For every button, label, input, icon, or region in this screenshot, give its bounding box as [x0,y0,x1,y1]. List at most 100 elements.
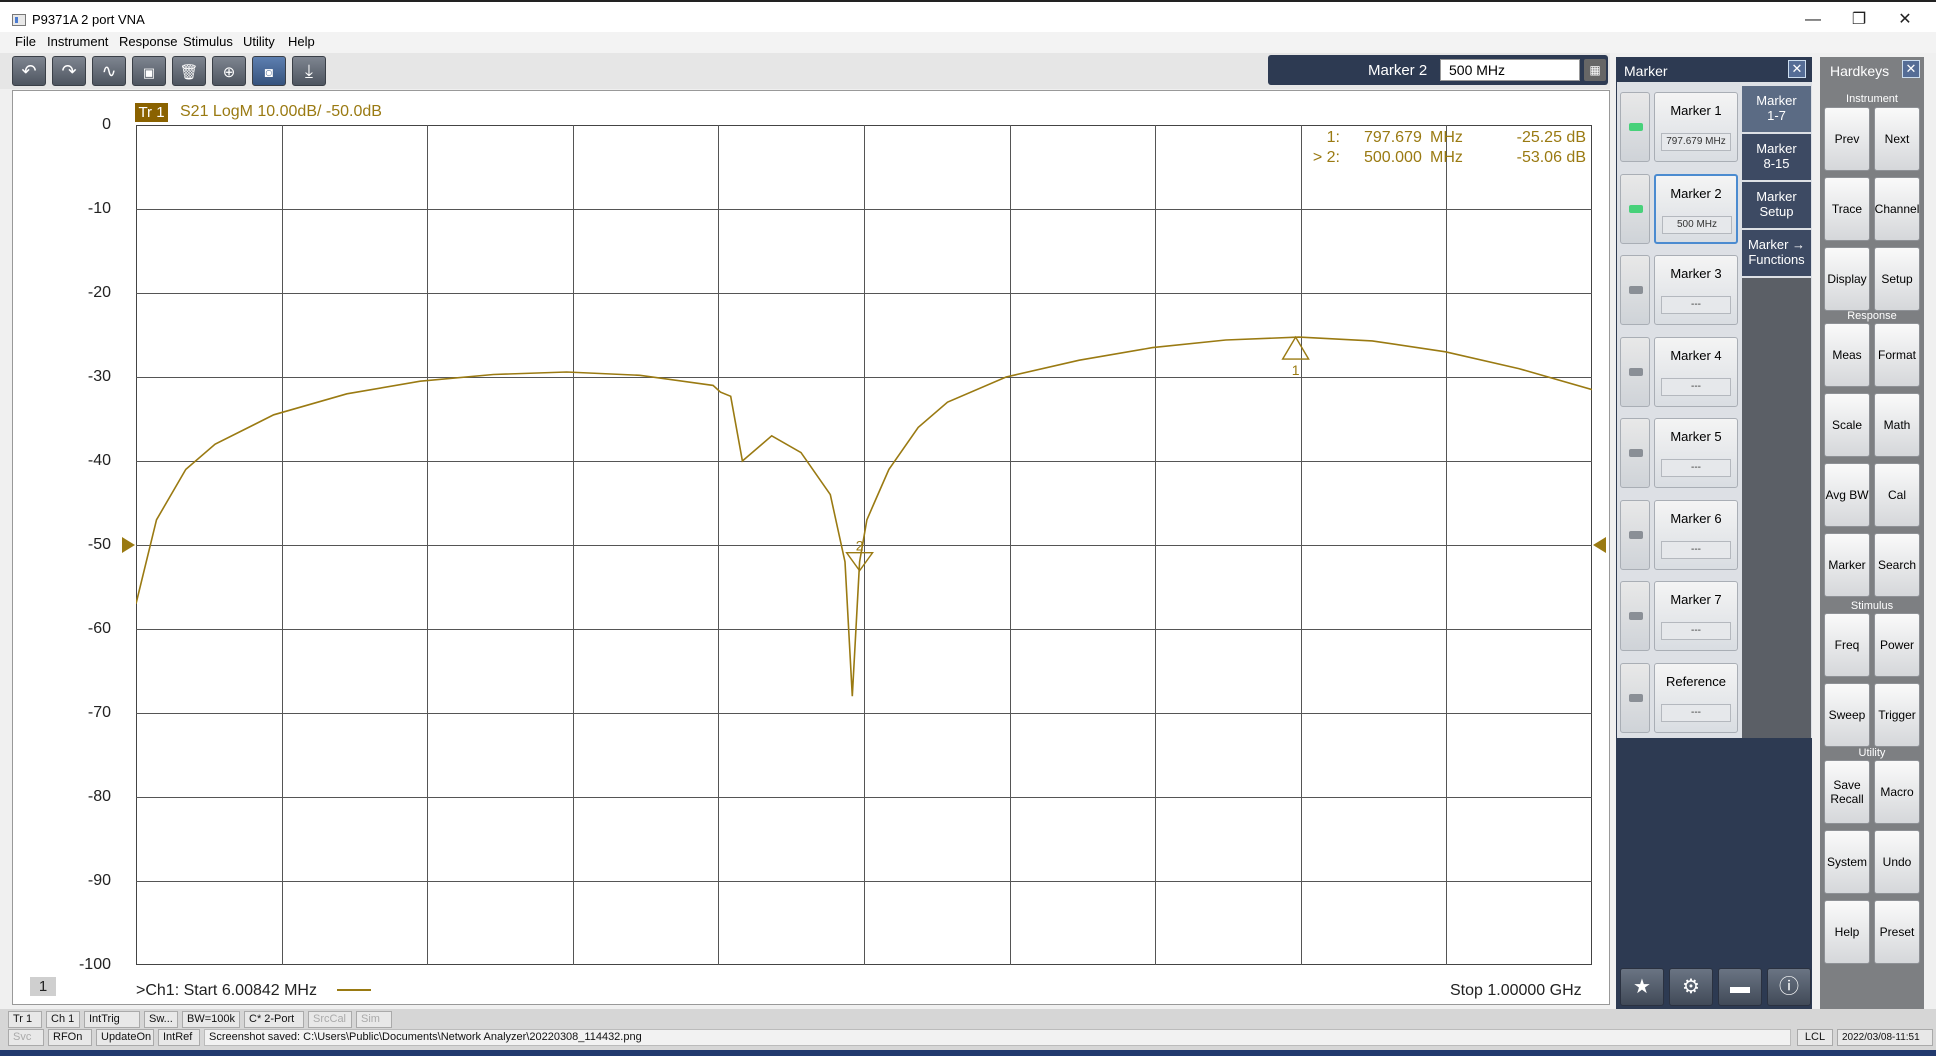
download-button[interactable]: ⤓ [292,56,326,86]
stop-frequency[interactable]: Stop 1.00000 GHz [1450,982,1582,999]
marker-toggle[interactable] [1620,662,1650,733]
hardkey-button[interactable]: Avg BW [1824,463,1870,527]
marker-toggle[interactable] [1620,581,1650,651]
hardkey-button[interactable]: Undo [1874,830,1920,894]
status-item[interactable]: SrcCal [308,1011,352,1028]
status-item[interactable]: C* 2-Port [244,1011,304,1028]
status-item[interactable]: BW=100k [182,1011,240,1028]
trace-badge[interactable]: Tr 1 [135,103,168,122]
status-item[interactable]: Tr 1 [8,1011,42,1028]
hardkey-label: Marker [1828,558,1866,572]
hardkey-button[interactable]: Meas [1824,323,1870,387]
trace-button[interactable]: ∿ [92,56,126,86]
status-item[interactable]: Svc [8,1029,44,1046]
channel-number[interactable]: 1 [30,977,56,996]
marker-button[interactable]: Reference --- [1654,662,1738,733]
zoom-button[interactable]: ⊕ [212,56,246,86]
menu-file[interactable]: File [15,34,36,49]
hardkey-button[interactable]: Freq [1824,613,1870,677]
menu-help[interactable]: Help [288,34,315,49]
hardkey-button[interactable]: Display [1824,247,1870,311]
marker-button[interactable]: Marker 3 --- [1654,255,1738,325]
hardkey-button[interactable]: Macro [1874,760,1920,824]
hardkey-button[interactable]: Setup [1874,247,1920,311]
hardkey-button[interactable]: System [1824,830,1870,894]
menu-response[interactable]: Response [119,34,178,49]
plot-area[interactable]: 12 [136,125,1592,965]
status-item[interactable]: Ch 1 [46,1011,80,1028]
close-icon[interactable]: ✕ [1902,60,1920,78]
redo-button[interactable]: ↷ [52,56,86,86]
favorites-button[interactable]: ★ [1620,968,1664,1006]
hardkey-button[interactable]: Format [1874,323,1920,387]
marker-tab[interactable]: Marker Setup [1742,182,1811,228]
hardkey-button[interactable]: Trace [1824,177,1870,241]
status-item[interactable]: Sw... [144,1011,178,1028]
calibrate-button[interactable]: ▣ [132,56,166,86]
marker-button[interactable]: Marker 1 797.679 MHz [1654,92,1738,162]
screenshot-button[interactable]: ◙ [252,56,286,86]
close-icon[interactable]: ✕ [1788,60,1806,78]
keypad-icon[interactable]: ▦ [1584,59,1606,81]
close-button[interactable]: ✕ [1898,11,1912,28]
marker-toggle[interactable] [1620,499,1650,570]
status-item[interactable]: RFOn [48,1029,92,1046]
undo-button[interactable]: ↶ [12,56,46,86]
hardkey-button[interactable]: Sweep [1824,683,1870,747]
hardkey-label: Trigger [1878,708,1916,722]
hardkey-label: Macro [1880,785,1914,799]
marker-toggle[interactable] [1620,173,1650,244]
marker-button[interactable]: Marker 7 --- [1654,581,1738,651]
marker-2-triangle[interactable] [845,552,874,572]
info-button[interactable]: ⓘ [1767,968,1811,1006]
menu-utility[interactable]: Utility [243,34,275,49]
hardkey-button[interactable]: Next [1874,107,1920,171]
hardkey-button[interactable]: Save Recall [1824,760,1870,824]
hardkey-button[interactable]: Marker [1824,533,1870,597]
settings-button[interactable]: ⚙ [1669,968,1713,1006]
hardkey-button[interactable]: Cal [1874,463,1920,527]
status-item[interactable]: UpdateOn [96,1029,154,1046]
marker-toggle[interactable] [1620,418,1650,488]
marker-tab[interactable]: Marker 1-7 [1742,86,1811,132]
start-frequency[interactable]: >Ch1: Start 6.00842 MHz [136,982,317,999]
hardkey-button[interactable]: Math [1874,393,1920,457]
y-tick-label: 0 [102,116,111,133]
marker-toggle[interactable] [1620,92,1650,162]
marker-button[interactable]: Marker 6 --- [1654,499,1738,570]
marker-tab[interactable]: Marker 8-15 [1742,134,1811,180]
marker-toggle[interactable] [1620,255,1650,325]
hardkey-button[interactable]: Prev [1824,107,1870,171]
status-item[interactable]: Sim [356,1011,392,1028]
marker-toggle[interactable] [1620,336,1650,407]
marker-button[interactable]: Marker 5 --- [1654,418,1738,488]
hardkey-button[interactable]: Channel [1874,177,1920,241]
menu-instrument[interactable]: Instrument [47,34,109,49]
restore-button[interactable]: ❐ [1851,11,1867,28]
files-button[interactable]: ▬ [1718,968,1762,1006]
marker-button[interactable]: Marker 4 --- [1654,336,1738,407]
hardkey-section-title: Instrument [1846,93,1898,105]
marker-1-triangle[interactable] [1281,335,1310,360]
hardkey-button[interactable]: Trigger [1874,683,1920,747]
marker-entry-input[interactable]: 500 MHz [1440,59,1580,81]
marker-button-value: --- [1661,622,1731,640]
marker-led-indicator [1629,530,1643,539]
hardkey-label: Trace [1831,202,1863,216]
marker-tab[interactable]: Marker → Functions [1742,230,1811,276]
hardkey-button[interactable]: Power [1874,613,1920,677]
title-bar: P9371A 2 port VNA — ❐ ✕ [0,0,1936,37]
hardkey-button[interactable]: Scale [1824,393,1870,457]
hardkey-button[interactable]: Help [1824,900,1870,964]
hardkey-button[interactable]: Preset [1874,900,1920,964]
minimize-button[interactable]: — [1805,11,1821,28]
trace-info[interactable]: S21 LogM 10.00dB/ -50.0dB [180,103,382,120]
menu-stimulus[interactable]: Stimulus [183,34,233,49]
marker-led-indicator [1629,367,1643,376]
hardkey-button[interactable]: Search [1874,533,1920,597]
marker-button[interactable]: Marker 2 500 MHz [1654,173,1738,244]
marker-row: Marker 1 797.679 MHz [1620,92,1738,162]
delete-button[interactable]: 🗑 [172,56,206,86]
status-item[interactable]: IntTrig [84,1011,140,1028]
status-item[interactable]: IntRef [158,1029,200,1046]
